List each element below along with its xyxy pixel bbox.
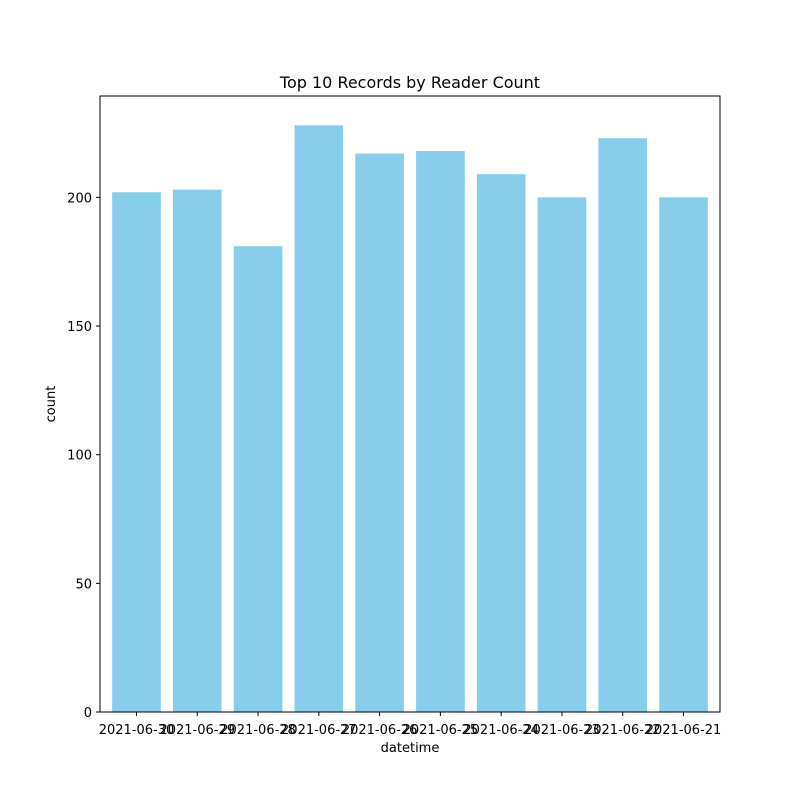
- x-tick-label: 2021-06-26: [342, 723, 418, 738]
- x-tick-label: 2021-06-29: [159, 723, 235, 738]
- y-tick-label: 150: [67, 320, 92, 335]
- bar-2021-06-21: [659, 197, 708, 712]
- x-tick-label: 2021-06-22: [585, 723, 661, 738]
- plot-frame: [99, 95, 721, 713]
- x-tick-label: 2021-06-21: [646, 723, 722, 738]
- y-axis: 0 50 100 150 200: [67, 191, 100, 721]
- y-tick-label: 200: [67, 191, 92, 206]
- bar-2021-06-29: [172, 189, 222, 712]
- bar-2021-06-28: [233, 246, 283, 712]
- y-tick-label: 0: [84, 706, 92, 721]
- y-tick-label: 100: [67, 449, 92, 464]
- x-tick-label: 2021-06-23: [524, 723, 600, 738]
- x-tick-label: 2021-06-27: [281, 723, 357, 738]
- y-tick-label: 50: [75, 577, 92, 592]
- bar-2021-06-25: [416, 151, 465, 712]
- x-tick-label: 2021-06-28: [220, 723, 296, 738]
- bars-group: [112, 125, 708, 713]
- chart-title: Top 10 Records by Reader Count: [279, 73, 540, 92]
- bar-2021-06-22: [598, 138, 648, 712]
- x-axis-label: datetime: [381, 741, 440, 756]
- y-axis-label: count: [44, 386, 59, 423]
- bar-2021-06-27: [294, 125, 344, 713]
- bar-2021-06-23: [537, 197, 587, 712]
- bar-2021-06-26: [355, 153, 404, 712]
- bar-2021-06-30: [112, 192, 161, 713]
- bar-2021-06-24: [476, 174, 526, 712]
- x-axis: 2021-06-302021-06-292021-06-282021-06-27…: [99, 712, 722, 738]
- x-tick-label: 2021-06-25: [403, 723, 479, 738]
- x-tick-label: 2021-06-24: [463, 723, 539, 738]
- x-tick-label: 2021-06-30: [99, 723, 175, 738]
